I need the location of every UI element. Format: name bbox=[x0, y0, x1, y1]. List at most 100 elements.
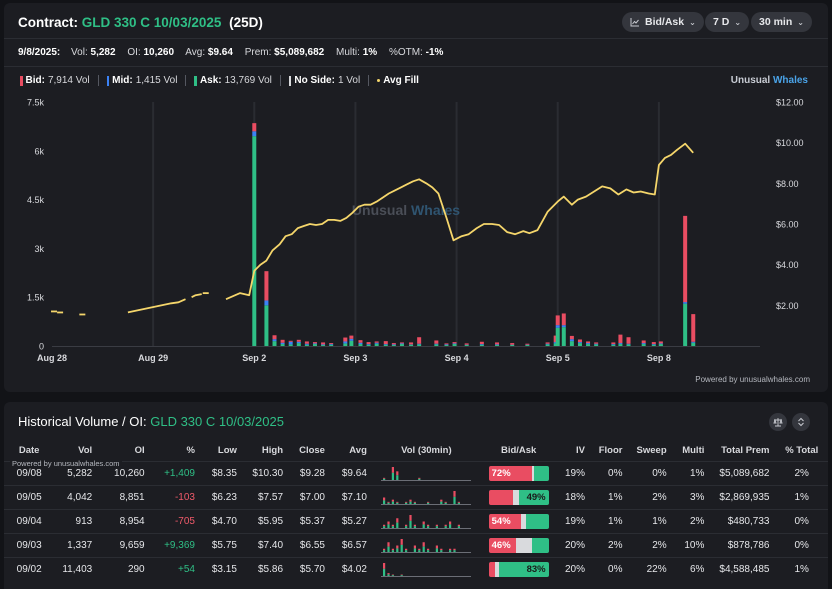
stat-vol-label: Vol: bbox=[71, 47, 88, 58]
table-row[interactable]: 09/04 913 8,954 -705 $4.70 $5.95 $5.37 $5.27 54%… bbox=[4, 508, 828, 533]
spark-bid-bar bbox=[436, 545, 439, 549]
table-row[interactable]: 09/08 5,282 10,260 +1,409 $8.35 $10.30 $9.28 $9… bbox=[4, 460, 828, 485]
mid-volume-bar bbox=[683, 302, 688, 304]
ask-volume-bar bbox=[366, 344, 371, 346]
spark-ask-bar bbox=[400, 575, 404, 577]
ask-volume-bar bbox=[391, 345, 396, 346]
mid-volume-bar bbox=[555, 325, 560, 328]
ask-volume-bar bbox=[569, 341, 574, 346]
bid-volume-bar bbox=[586, 341, 591, 344]
column-header[interactable]: Multi bbox=[682, 445, 705, 457]
cell-chg: +1,409 bbox=[150, 460, 201, 485]
compare-button[interactable] bbox=[769, 413, 787, 431]
bid-volume-bar bbox=[409, 342, 414, 345]
table-row[interactable]: 09/05 4,042 8,851 -103 $6.23 $7.57 $7.00 $7.10 4… bbox=[4, 484, 828, 509]
column-header[interactable]: High bbox=[261, 445, 284, 457]
bid-volume-bar bbox=[452, 342, 457, 344]
column-header[interactable]: % bbox=[186, 445, 195, 457]
cell-sweep: 2% bbox=[628, 484, 673, 509]
legend-ask-label: Ask: bbox=[199, 75, 222, 86]
cell-high: $10.30 bbox=[242, 460, 290, 485]
ask-volume-bar bbox=[272, 341, 277, 346]
mid-swatch bbox=[106, 75, 110, 86]
cell-iv: 18% bbox=[557, 484, 591, 509]
spark-bid-bar bbox=[444, 501, 448, 503]
spark-ask-bar bbox=[383, 526, 386, 528]
ask-volume-bar bbox=[553, 343, 558, 346]
legend-ask[interactable]: Ask: 13,769 Vol bbox=[194, 75, 272, 86]
column-header[interactable]: Vol (30min) bbox=[401, 445, 452, 457]
legend-noside[interactable]: No Side: 1 Vol bbox=[288, 75, 360, 86]
spark-ask-bar bbox=[387, 546, 390, 552]
cell-pct: 0% bbox=[775, 532, 828, 557]
bid-portion: 46% bbox=[488, 537, 517, 553]
column-header[interactable]: IV bbox=[576, 445, 585, 457]
y-tick-label-left: 3k bbox=[34, 244, 44, 254]
spark-bid-bar bbox=[392, 548, 395, 551]
spark-bid-bar bbox=[383, 524, 386, 527]
mid-volume-bar bbox=[691, 341, 696, 343]
contract-chart-panel: Unusual Whales 0 1.5k 3k 4.5k 6k 7.5k $2.00 $4.0… bbox=[4, 3, 828, 392]
cell-avg: $6.57 bbox=[330, 532, 373, 557]
stat-otm-value: -1% bbox=[425, 47, 444, 58]
noside-swatch bbox=[288, 75, 292, 86]
spark-bid-bar bbox=[405, 524, 408, 527]
bid-volume-bar bbox=[417, 337, 422, 344]
chevron-up-down-icon bbox=[798, 417, 804, 427]
mid-volume-bar bbox=[452, 343, 457, 345]
column-header[interactable]: Avg bbox=[349, 445, 367, 457]
column-header[interactable]: % Total bbox=[785, 445, 819, 457]
column-header[interactable]: Vol bbox=[78, 445, 93, 457]
legend-mid[interactable]: Mid: 1,415 Vol bbox=[106, 75, 177, 86]
ask-volume-bar bbox=[417, 344, 422, 346]
column-header[interactable]: Date bbox=[18, 445, 40, 457]
table-row[interactable]: 09/03 1,337 9,659 +9,369 $5.75 $7.40 $6.55 $6.5… bbox=[4, 532, 828, 557]
spark-ask-bar bbox=[405, 550, 408, 552]
ask-volume-bar bbox=[321, 345, 326, 346]
cell-high: $7.57 bbox=[242, 484, 290, 509]
cell-spark bbox=[372, 556, 480, 581]
spark-ask-bar bbox=[409, 501, 412, 504]
interval-dropdown[interactable]: 30 min ⌄ bbox=[751, 12, 812, 32]
mid-volume-bar bbox=[329, 344, 334, 345]
ask-volume-bar bbox=[464, 345, 469, 346]
ask-volume-bar bbox=[329, 344, 334, 346]
bid-volume-bar bbox=[495, 342, 500, 345]
spark-bid-bar bbox=[383, 477, 386, 479]
column-header[interactable]: Floor bbox=[598, 445, 623, 457]
cell-prem: $4,588,485 bbox=[710, 556, 776, 581]
ask-volume-bar bbox=[525, 345, 530, 346]
mid-portion bbox=[516, 537, 532, 553]
mid-volume-bar bbox=[618, 343, 623, 345]
spark-ask-bar bbox=[383, 478, 386, 480]
column-header[interactable]: Sweep bbox=[636, 445, 667, 457]
contract-name: GLD 330 C 10/03/2025 bbox=[81, 15, 222, 30]
column-header[interactable]: Close bbox=[299, 445, 325, 457]
bidask-percent: 46% bbox=[491, 539, 511, 551]
bid-volume-bar bbox=[304, 341, 309, 344]
legend-noside-label: No Side: bbox=[294, 75, 335, 86]
column-header[interactable]: Bid/Ask bbox=[500, 445, 537, 457]
bidask-dropdown[interactable]: Bid/Ask ⌄ bbox=[622, 12, 704, 32]
volume-sparkline bbox=[381, 539, 472, 553]
days-to-expiry: (25D) bbox=[229, 15, 263, 30]
spark-ask-bar bbox=[414, 502, 417, 504]
legend-avg[interactable]: Avg Fill bbox=[377, 75, 419, 86]
column-header[interactable]: Low bbox=[217, 445, 237, 457]
table-row[interactable]: 09/02 11,403 290 +54 $3.15 $5.86 $5.70 $4.02 83%… bbox=[4, 556, 828, 581]
sort-button[interactable] bbox=[792, 413, 810, 431]
ask-volume-bar bbox=[691, 342, 696, 346]
y-tick-label-left: 0 bbox=[39, 342, 44, 352]
column-header[interactable]: Total Prem bbox=[721, 445, 770, 457]
column-header[interactable]: OI bbox=[134, 445, 145, 457]
cell-avg: $4.02 bbox=[330, 556, 373, 581]
range-dropdown[interactable]: 7 D ⌄ bbox=[705, 12, 750, 32]
legend-bid[interactable]: Bid: 7,914 Vol bbox=[20, 75, 90, 86]
avg-fill-line bbox=[225, 142, 694, 301]
spark-ask-bar bbox=[414, 548, 417, 552]
spark-bid-bar bbox=[444, 524, 448, 527]
cell-floor: 1% bbox=[591, 484, 629, 509]
spark-bid-bar bbox=[409, 499, 412, 502]
spark-ask-bar bbox=[396, 475, 399, 480]
spark-bid-bar bbox=[414, 524, 417, 527]
